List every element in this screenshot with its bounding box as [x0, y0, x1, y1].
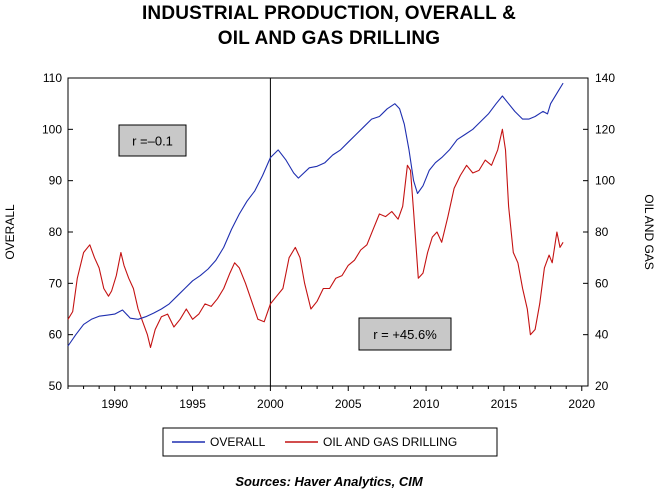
y-left-tick-label: 100: [42, 122, 62, 136]
y-right-tick-label: 100: [595, 174, 615, 188]
y-left-axis-title: OVERALL: [3, 204, 17, 260]
x-tick-label: 2015: [491, 397, 518, 411]
legend-frame: [162, 427, 498, 457]
legend-label: OIL AND GAS DRILLING: [323, 435, 457, 449]
y-left-tick-label: 110: [43, 71, 62, 85]
chart-title-line-2: OIL AND GAS DRILLING: [217, 28, 441, 49]
x-tick-label: 1990: [101, 397, 128, 411]
series-line-overall: [67, 82, 564, 347]
y-right-axis-title: OIL AND GAS: [642, 194, 656, 270]
chart-title-line-1: INDUSTRIAL PRODUCTION, OVERALL &: [141, 3, 517, 24]
series-line-oil-and-gas-drilling: [67, 128, 564, 349]
x-tick-label: 2000: [257, 397, 284, 411]
annotation-box: [358, 317, 452, 351]
chart-legend: OVERALL OIL AND GAS DRILLING: [162, 427, 498, 457]
y-left-tick-label: 70: [49, 276, 63, 290]
annotation-text: r = +45.6%: [373, 327, 437, 342]
x-tick-label: 2020: [568, 397, 595, 411]
y-right-tick-label: 80: [595, 225, 609, 239]
y-left-tick-label: 50: [49, 379, 63, 393]
source-note: Sources: Haver Analytics, CIM: [235, 474, 423, 489]
plot-frame: [67, 77, 589, 387]
y-left-tick-label: 80: [49, 225, 63, 239]
y-left-tick-label: 90: [49, 174, 63, 188]
x-tick-label: 1995: [179, 397, 206, 411]
y-left-tick-label: 60: [49, 328, 63, 342]
annotation-text: r =–0.1: [132, 134, 173, 149]
annotation-box: [118, 124, 187, 157]
y-right-tick-label: 20: [595, 379, 609, 393]
y-right-tick-label: 140: [595, 71, 615, 85]
legend-label: OVERALL: [210, 435, 266, 449]
x-tick-label: 2010: [413, 397, 440, 411]
x-tick-label: 2005: [335, 397, 362, 411]
annotation-correlation-pre-2000: r =–0.1: [118, 124, 187, 157]
y-right-tick-label: 40: [595, 328, 609, 342]
y-right-tick-label: 60: [595, 276, 609, 290]
annotation-correlation-post-2000: r = +45.6%: [358, 317, 452, 351]
y-right-tick-label: 120: [595, 122, 615, 136]
